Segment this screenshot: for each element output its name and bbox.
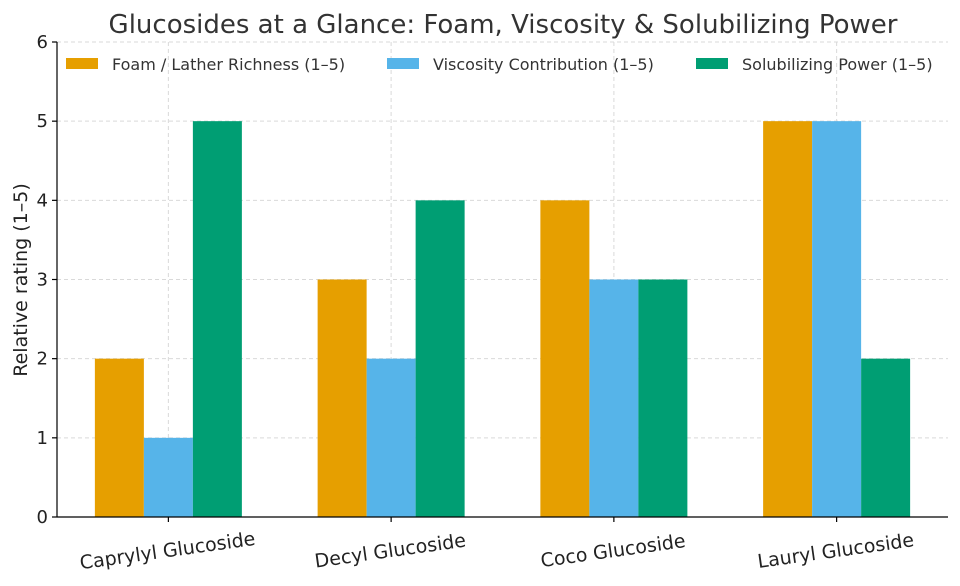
bar-1-1 — [94, 358, 144, 517]
y-tick-label: 1 — [37, 428, 48, 449]
bar-2-4 — [812, 121, 862, 518]
y-tick-label: 3 — [37, 270, 48, 291]
y-axis-label: Relative rating (1–5) — [10, 183, 32, 377]
y-tick-label: 5 — [37, 111, 48, 132]
legend-item: Viscosity Contribution (1–5) — [387, 55, 654, 74]
y-tick-label: 2 — [37, 349, 48, 370]
bar-2-2 — [366, 358, 416, 517]
chart-title: Glucosides at a Glance: Foam, Viscosity … — [109, 10, 898, 40]
legend-swatch — [387, 58, 419, 69]
legend-swatch — [66, 58, 98, 69]
y-tick-label: 6 — [37, 32, 48, 53]
y-tick-label: 4 — [37, 190, 48, 211]
legend-swatch — [696, 58, 728, 69]
legend-item: Foam / Lather Richness (1–5) — [66, 55, 345, 74]
x-tick-label: Decyl Glucoside — [313, 530, 467, 573]
bar-3-1 — [192, 121, 242, 518]
bar-3-4 — [861, 358, 911, 517]
x-tick-label: Lauryl Glucoside — [756, 529, 915, 573]
bar-2-3 — [589, 279, 639, 517]
x-tick-label: Caprylyl Glucoside — [78, 528, 256, 574]
y-tick-label: 0 — [37, 507, 48, 528]
legend-item: Solubilizing Power (1–5) — [696, 55, 933, 74]
bar-1-2 — [317, 279, 367, 517]
bar-1-4 — [763, 121, 813, 518]
bar-3-2 — [415, 200, 465, 518]
bar-2-1 — [143, 437, 193, 517]
x-tick-label: Coco Glucoside — [539, 530, 687, 572]
legend-label: Viscosity Contribution (1–5) — [433, 55, 654, 74]
legend-label: Foam / Lather Richness (1–5) — [112, 55, 345, 74]
legend-label: Solubilizing Power (1–5) — [742, 55, 933, 74]
legend: Foam / Lather Richness (1–5) Viscosity Co… — [66, 55, 933, 74]
bar-3-3 — [638, 279, 688, 517]
bars-layer — [94, 121, 911, 518]
bar-1-3 — [540, 200, 590, 518]
